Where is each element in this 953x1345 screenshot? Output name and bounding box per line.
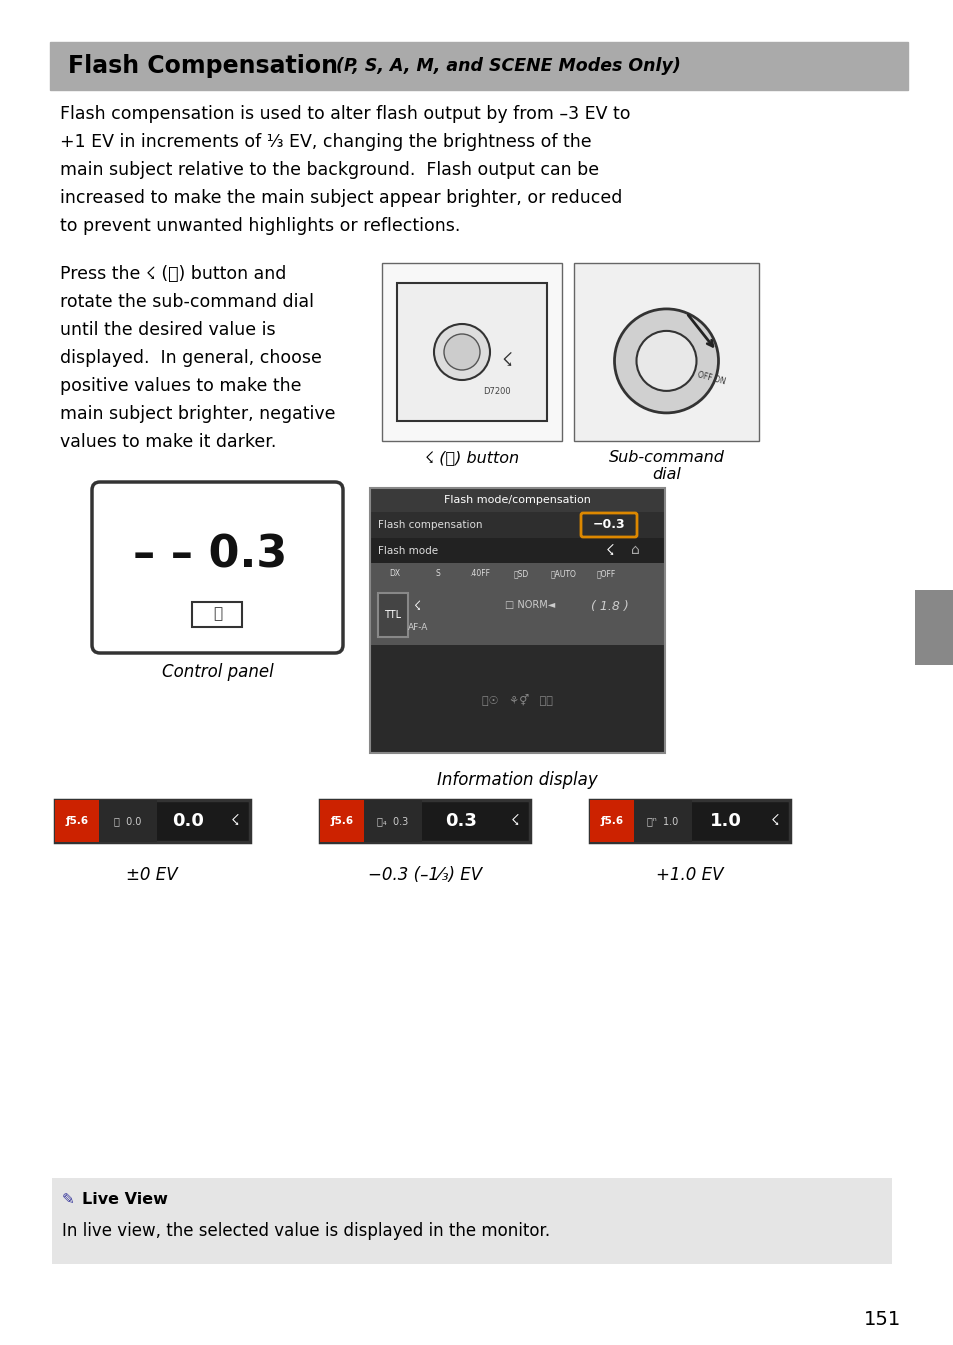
Bar <box>364 800 421 842</box>
Text: ƒ5.6: ƒ5.6 <box>599 816 623 826</box>
Text: TTL: TTL <box>384 611 401 620</box>
Bar <box>574 264 759 441</box>
Bar <box>55 800 99 842</box>
Text: ⒼOFF: ⒼOFF <box>596 569 615 578</box>
Text: 0.3: 0.3 <box>445 812 476 830</box>
Bar <box>396 282 546 421</box>
Text: main subject brighter, negative: main subject brighter, negative <box>60 405 335 422</box>
Text: ±0 EV: ±0 EV <box>126 866 177 884</box>
Bar <box>370 585 664 646</box>
Text: Sub-command
dial: Sub-command dial <box>608 451 723 483</box>
Text: ☇: ☇ <box>510 814 518 829</box>
Text: ⓋSD: ⓋSD <box>514 569 529 578</box>
Text: ☇: ☇ <box>231 814 239 829</box>
Bar <box>370 488 664 753</box>
Text: +1 EV in increments of ⅓ EV, changing the brightness of the: +1 EV in increments of ⅓ EV, changing th… <box>60 133 591 151</box>
Text: ƒ5.6: ƒ5.6 <box>66 816 89 826</box>
Text: D7200: D7200 <box>482 386 510 395</box>
Bar <box>193 601 242 627</box>
Text: values to make it darker.: values to make it darker. <box>60 433 276 451</box>
Text: 151: 151 <box>863 1310 901 1329</box>
Bar <box>370 512 664 538</box>
Bar <box>55 800 250 842</box>
Text: ☇: ☇ <box>770 814 779 829</box>
Bar <box>99 800 157 842</box>
Circle shape <box>636 331 696 391</box>
Text: ☇: ☇ <box>414 600 421 613</box>
Text: ✎: ✎ <box>62 1192 74 1206</box>
Bar <box>52 1178 891 1264</box>
Text: OFF ON: OFF ON <box>696 371 726 387</box>
Text: DX: DX <box>390 569 400 578</box>
Bar <box>634 800 691 842</box>
Text: Flash mode/compensation: Flash mode/compensation <box>443 495 590 504</box>
Text: Ⓕⁿ  1.0: Ⓕⁿ 1.0 <box>647 816 678 826</box>
Text: ƒ5.6: ƒ5.6 <box>330 816 354 826</box>
Bar <box>381 264 561 441</box>
Bar <box>319 800 530 842</box>
Text: 0.0: 0.0 <box>172 812 204 830</box>
Text: positive values to make the: positive values to make the <box>60 377 301 395</box>
Bar <box>50 42 907 90</box>
Bar <box>914 590 953 664</box>
Text: Flash Compensation: Flash Compensation <box>68 54 337 78</box>
Circle shape <box>434 324 490 381</box>
Bar <box>370 488 664 512</box>
Text: increased to make the main subject appear brighter, or reduced: increased to make the main subject appea… <box>60 190 621 207</box>
Text: ․40FF: ․40FF <box>469 569 490 578</box>
Text: −0.3 (–1⁄₃) EV: −0.3 (–1⁄₃) EV <box>368 866 481 884</box>
Text: S: S <box>435 569 439 578</box>
Text: 1.0: 1.0 <box>709 812 741 830</box>
Bar <box>370 646 664 753</box>
FancyBboxPatch shape <box>91 482 343 654</box>
Text: In live view, the selected value is displayed in the monitor.: In live view, the selected value is disp… <box>62 1223 550 1240</box>
FancyBboxPatch shape <box>580 512 637 537</box>
Bar <box>377 593 408 638</box>
Bar <box>370 488 664 753</box>
Circle shape <box>614 309 718 413</box>
Text: ( 1.8 ): ( 1.8 ) <box>591 600 628 613</box>
Bar <box>589 800 634 842</box>
Bar <box>589 800 789 842</box>
Bar <box>319 800 364 842</box>
Text: Live View: Live View <box>82 1192 168 1206</box>
Text: to prevent unwanted highlights or reflections.: to prevent unwanted highlights or reflec… <box>60 217 460 235</box>
Text: main subject relative to the background.  Flash output can be: main subject relative to the background.… <box>60 161 598 179</box>
Text: Flash compensation: Flash compensation <box>377 521 482 530</box>
Text: Ⓟ☉   ⚘⚥   Ⓟ⚿: Ⓟ☉ ⚘⚥ Ⓟ⚿ <box>481 693 553 705</box>
Text: ☇: ☇ <box>501 351 512 370</box>
Text: Ⓕ₄  0.3: Ⓕ₄ 0.3 <box>377 816 408 826</box>
Text: Press the ☇ (Ⓕ) button and: Press the ☇ (Ⓕ) button and <box>60 265 286 282</box>
Text: Ⓕ: Ⓕ <box>213 607 222 621</box>
Text: AF-A: AF-A <box>407 623 428 632</box>
Text: – – 0.3: – – 0.3 <box>133 534 287 577</box>
Text: Control panel: Control panel <box>161 663 274 681</box>
Text: Ⓕ  0.0: Ⓕ 0.0 <box>114 816 142 826</box>
Text: Information display: Information display <box>436 771 598 790</box>
Text: +1.0 EV: +1.0 EV <box>656 866 723 884</box>
Text: (P, S, A, M, and SCENE Modes Only): (P, S, A, M, and SCENE Modes Only) <box>330 56 680 75</box>
Text: □ NORM◄: □ NORM◄ <box>504 600 555 611</box>
Circle shape <box>443 334 479 370</box>
Bar <box>370 564 664 585</box>
Text: ☇ (Ⓕ) button: ☇ (Ⓕ) button <box>424 451 518 465</box>
Text: ⒼAUTO: ⒼAUTO <box>550 569 577 578</box>
Bar <box>370 538 664 564</box>
Text: until the desired value is: until the desired value is <box>60 321 275 339</box>
Text: ☇: ☇ <box>605 543 614 558</box>
Text: ⌂: ⌂ <box>630 543 639 557</box>
Text: −0.3: −0.3 <box>592 519 624 531</box>
Text: Flash mode: Flash mode <box>377 546 437 555</box>
Text: Flash compensation is used to alter flash output by from –3 EV to: Flash compensation is used to alter flas… <box>60 105 630 122</box>
Text: displayed.  In general, choose: displayed. In general, choose <box>60 348 321 367</box>
Text: rotate the sub-command dial: rotate the sub-command dial <box>60 293 314 311</box>
